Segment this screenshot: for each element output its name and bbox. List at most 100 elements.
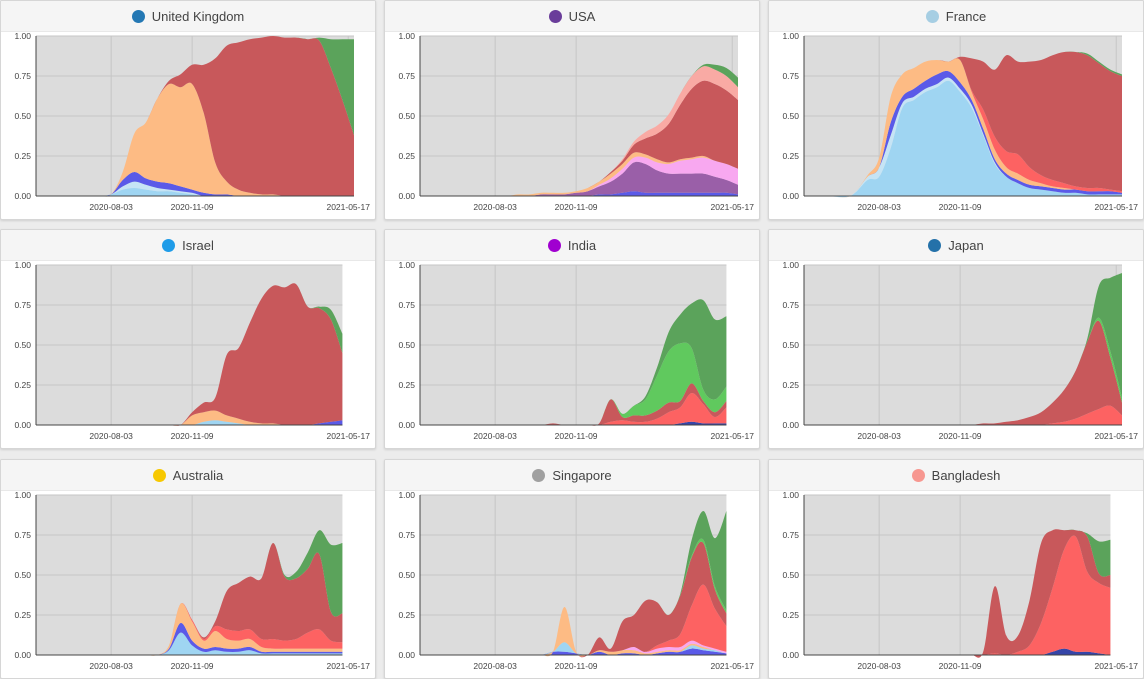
chart-panel-australia: Australia 0.00 0.25 0.50 0.75 1.00 2020-08-03 2… <box>0 459 376 679</box>
x-tick-label: 2020-08-03 <box>89 661 133 671</box>
area-chart: 0.00 0.25 0.50 0.75 1.00 2020-08-03 2020-11-09… <box>14 490 370 671</box>
area-series-brightred <box>804 535 1111 656</box>
country-color-dot <box>548 9 562 23</box>
country-title: United Kingdom <box>151 8 245 24</box>
y-tick-label: 0.00 <box>398 650 415 660</box>
y-tick-label: 0.25 <box>398 380 415 390</box>
panel-header: India <box>385 230 759 261</box>
x-tick-label: 2020-08-03 <box>473 661 517 671</box>
y-tick-label: 0.00 <box>14 650 31 660</box>
panel-header: France <box>769 1 1143 32</box>
x-tick-label: 2020-11-09 <box>171 661 214 671</box>
y-tick-label: 1.00 <box>398 31 415 41</box>
area-series-lightblue <box>36 632 343 656</box>
x-tick-label: 2021-05-17 <box>1094 431 1138 441</box>
x-tick-label: 2020-08-03 <box>857 202 901 212</box>
chart-panel-japan: Japan 0.00 0.25 0.50 0.75 1.00 2020-08-03 2020-… <box>768 229 1144 449</box>
chart-panel-united-kingdom: United Kingdom 0.00 0.25 0.50 0.75 1.00 2020-0… <box>0 0 376 220</box>
area-series-red <box>804 529 1111 658</box>
x-tick-label: 2020-11-09 <box>171 431 214 441</box>
x-tick-label: 2020-08-03 <box>473 202 517 212</box>
panel-header: United Kingdom <box>1 1 375 32</box>
x-tick-label: 2020-08-03 <box>89 431 133 441</box>
y-tick-label: 0.75 <box>398 300 415 310</box>
area-chart: 0.00 0.25 0.50 0.75 1.00 2020-08-03 2020-11-09… <box>14 260 370 441</box>
area-series-red <box>420 383 727 426</box>
y-tick-label: 0.50 <box>398 111 415 121</box>
country-color-dot <box>928 238 942 252</box>
y-tick-label: 0.75 <box>782 300 799 310</box>
y-tick-label: 0.75 <box>398 71 415 81</box>
x-tick-label: 2021-05-17 <box>710 431 754 441</box>
area-series-lightblue2 <box>36 181 354 197</box>
y-tick-label: 0.25 <box>782 151 799 161</box>
y-tick-label: 0.00 <box>782 191 799 201</box>
country-color-dot <box>532 468 546 482</box>
x-tick-label: 2020-11-09 <box>939 431 982 441</box>
x-tick-label: 2020-08-03 <box>89 202 133 212</box>
area-chart: 0.00 0.25 0.50 0.75 1.00 2020-08-03 2020-11-09… <box>782 31 1138 212</box>
area-series-red <box>420 80 738 197</box>
country-color-dot <box>925 9 939 23</box>
x-tick-label: 2021-05-17 <box>1094 202 1138 212</box>
y-tick-label: 1.00 <box>14 31 31 41</box>
y-tick-label: 0.75 <box>782 71 799 81</box>
y-tick-label: 1.00 <box>782 490 799 500</box>
y-tick-label: 0.50 <box>398 340 415 350</box>
y-tick-label: 0.25 <box>14 380 31 390</box>
area-chart: 0.00 0.25 0.50 0.75 1.00 2020-08-03 2020-11-09… <box>398 260 754 441</box>
y-tick-label: 0.50 <box>14 570 31 580</box>
chart-panel-singapore: Singapore 0.00 0.25 0.50 0.75 1.00 2020-08-03 2… <box>384 459 760 679</box>
country-title: Japan <box>948 237 984 253</box>
country-color-dot <box>911 468 925 482</box>
chart-panel-bangladesh: Bangladesh 0.00 0.25 0.50 0.75 1.00 2020-08-03… <box>768 459 1144 679</box>
y-tick-label: 0.25 <box>14 151 31 161</box>
x-tick-label: 2021-05-17 <box>326 202 370 212</box>
x-tick-label: 2021-05-17 <box>1094 661 1138 671</box>
country-color-dot <box>131 9 145 23</box>
country-title: Australia <box>172 467 224 483</box>
y-tick-label: 0.00 <box>14 191 31 201</box>
x-tick-label: 2020-11-09 <box>555 202 598 212</box>
y-tick-label: 1.00 <box>398 490 415 500</box>
x-tick-label: 2021-05-17 <box>710 202 754 212</box>
area-series-lightblue <box>420 642 727 656</box>
area-series-lightblue <box>804 80 1122 198</box>
area-chart: 0.00 0.25 0.50 0.75 1.00 2020-08-03 2020-11-09… <box>14 31 370 212</box>
country-color-dot <box>162 238 176 252</box>
area-series-orange <box>36 410 343 426</box>
area-series-brightred <box>36 603 343 656</box>
area-series-orange <box>420 607 727 657</box>
area-series-brightred <box>804 405 1122 426</box>
area-series-red <box>36 542 343 656</box>
panel-header: Singapore <box>385 460 759 491</box>
y-tick-label: 0.50 <box>782 340 799 350</box>
y-tick-label: 0.50 <box>14 111 31 121</box>
country-title: USA <box>568 8 596 24</box>
area-series-red <box>36 283 343 426</box>
area-series-red <box>36 36 354 197</box>
x-tick-label: 2021-05-17 <box>326 661 370 671</box>
y-tick-label: 1.00 <box>14 260 31 270</box>
y-tick-label: 0.50 <box>782 570 799 580</box>
y-tick-label: 0.00 <box>398 191 415 201</box>
area-chart: 0.00 0.25 0.50 0.75 1.00 2020-08-03 2020-11-09… <box>782 260 1138 441</box>
y-tick-label: 0.00 <box>398 420 415 430</box>
y-tick-label: 0.75 <box>398 530 415 540</box>
area-series-orange <box>36 603 343 656</box>
y-tick-label: 0.25 <box>782 380 799 390</box>
area-series-orange <box>36 82 354 197</box>
x-tick-label: 2021-05-17 <box>326 431 370 441</box>
country-title: Bangladesh <box>931 467 1001 483</box>
area-series-blue <box>36 171 354 197</box>
x-tick-label: 2020-08-03 <box>857 431 901 441</box>
y-tick-label: 0.25 <box>398 151 415 161</box>
area-series-lightblue2 <box>804 77 1122 198</box>
y-tick-label: 0.00 <box>782 650 799 660</box>
x-tick-label: 2020-11-09 <box>939 661 982 671</box>
area-series-pink <box>420 156 738 197</box>
country-title: India <box>567 237 597 253</box>
x-tick-label: 2020-11-09 <box>555 661 598 671</box>
area-series-blue <box>36 622 343 656</box>
y-tick-label: 0.75 <box>782 530 799 540</box>
